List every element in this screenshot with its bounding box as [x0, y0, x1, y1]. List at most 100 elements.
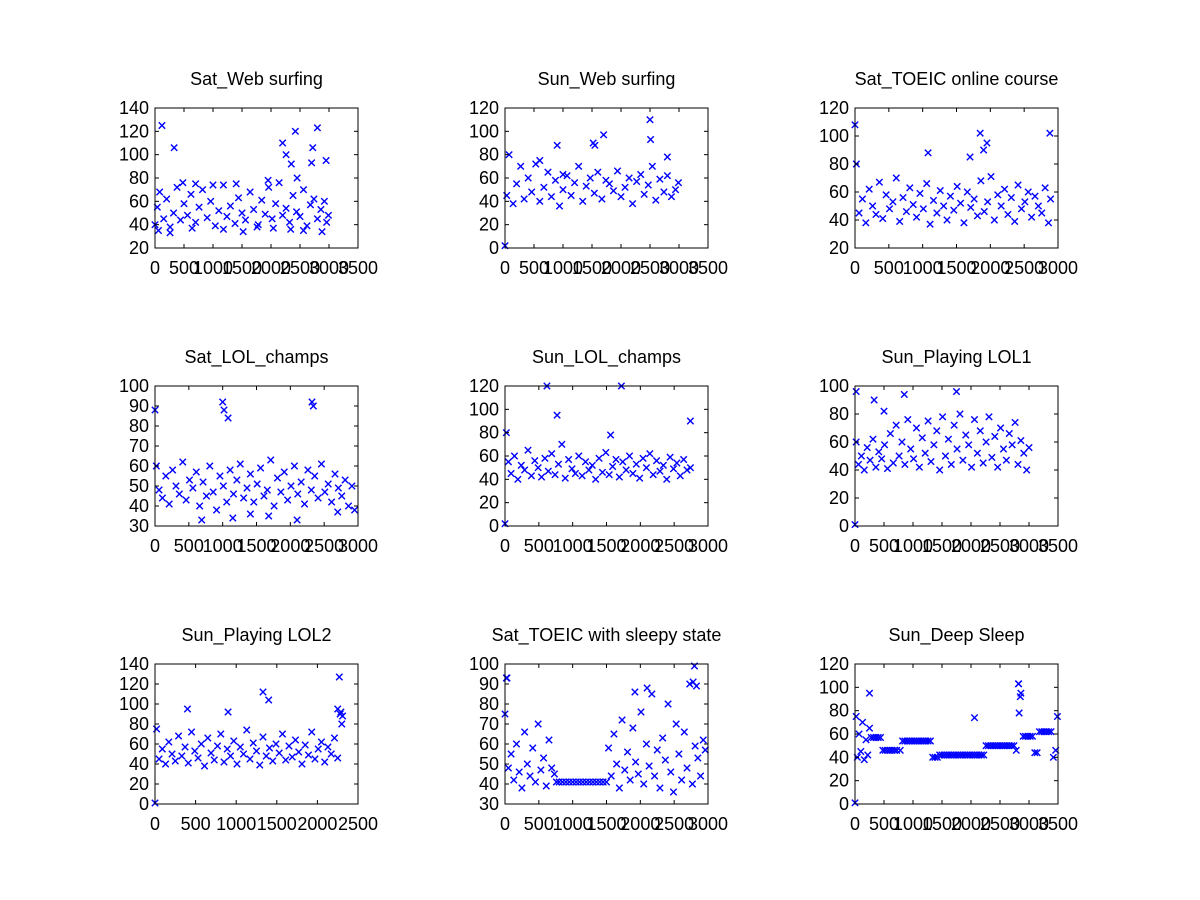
y-tick-label: 20 — [129, 238, 149, 258]
data-point — [293, 174, 301, 182]
data-point — [224, 414, 232, 422]
data-point — [520, 466, 529, 474]
data-points — [851, 121, 1055, 228]
plot-frame — [504, 385, 709, 527]
data-point — [953, 445, 961, 453]
y-tick-label: 100 — [119, 145, 149, 165]
data-point — [264, 512, 273, 520]
data-point — [207, 749, 215, 757]
y-tick-label: 40 — [129, 496, 149, 516]
y-tick-label: 90 — [129, 396, 149, 416]
data-point — [970, 415, 979, 424]
data-point — [612, 455, 620, 464]
data-point — [558, 778, 567, 786]
y-tick-label: 40 — [129, 215, 149, 235]
plot-frame — [504, 663, 709, 805]
x-tick-label: 2500 — [280, 258, 320, 278]
data-point — [510, 452, 519, 460]
data-point — [1026, 732, 1034, 741]
data-point — [246, 510, 255, 518]
data-points — [501, 662, 709, 796]
data-point — [675, 750, 683, 758]
x-tick-label: 3500 — [688, 258, 728, 278]
data-point — [215, 206, 223, 215]
data-point — [676, 472, 684, 480]
data-point — [264, 183, 273, 192]
data-point — [640, 780, 648, 788]
data-point — [256, 761, 264, 769]
data-point — [253, 223, 261, 231]
y-tick-label: 20 — [129, 774, 149, 794]
data-point — [1033, 748, 1041, 757]
data-point — [591, 141, 599, 150]
x-tick-label: 2500 — [654, 814, 694, 834]
data-point — [918, 434, 926, 442]
data-point — [876, 733, 885, 742]
data-point — [520, 728, 529, 736]
data-point — [645, 762, 653, 770]
data-point — [504, 764, 513, 772]
x-tick-label: 2000 — [951, 814, 991, 834]
data-point — [673, 459, 681, 467]
data-point — [275, 749, 283, 757]
data-points — [851, 680, 1062, 807]
data-point — [165, 500, 173, 508]
data-point — [213, 742, 222, 750]
x-tick-label: 500 — [524, 814, 554, 834]
data-point — [229, 514, 237, 522]
data-point — [977, 751, 986, 759]
data-point — [648, 162, 657, 171]
data-point — [344, 502, 353, 510]
data-point — [542, 782, 550, 790]
data-point — [621, 183, 629, 192]
data-point — [269, 224, 278, 232]
y-tick-label: 100 — [119, 694, 149, 714]
x-tick-label: 3500 — [1038, 814, 1078, 834]
y-tick-label: 40 — [829, 747, 849, 767]
subplot-title: Sun_Web surfing — [538, 69, 676, 90]
y-tick-label: 100 — [469, 399, 499, 419]
data-point — [632, 177, 641, 186]
y-tick-label: 80 — [129, 416, 149, 436]
data-point — [967, 203, 975, 212]
data-point — [282, 204, 290, 213]
data-point — [185, 476, 194, 484]
y-tick-label: 80 — [829, 404, 849, 424]
data-point — [264, 176, 272, 185]
data-point — [994, 191, 1002, 199]
data-point — [659, 461, 668, 470]
y-tick-label: 100 — [469, 121, 499, 141]
data-point — [976, 427, 984, 435]
data-point — [872, 210, 880, 219]
data-point — [926, 737, 935, 745]
data-point — [652, 196, 660, 204]
data-point — [296, 212, 304, 221]
data-point — [260, 492, 268, 500]
data-point — [935, 466, 944, 474]
data-points — [151, 121, 333, 237]
data-point — [1010, 741, 1018, 750]
data-point — [1020, 449, 1028, 457]
data-point — [919, 205, 928, 213]
data-point — [882, 191, 890, 199]
data-point — [277, 488, 285, 496]
data-point — [216, 472, 224, 480]
data-point — [608, 462, 617, 471]
data-point — [594, 168, 602, 176]
data-point — [623, 748, 632, 756]
data-point — [1012, 746, 1020, 755]
data-point — [259, 688, 267, 696]
data-point — [879, 214, 887, 223]
data-point — [866, 456, 874, 464]
data-point — [625, 174, 633, 182]
x-tick-label: 1000 — [203, 536, 243, 556]
data-point — [553, 411, 561, 419]
data-point — [680, 728, 689, 736]
data-points — [851, 387, 1033, 529]
data-point — [650, 772, 659, 780]
data-point — [632, 460, 640, 468]
data-point — [246, 755, 254, 763]
data-point — [547, 764, 556, 772]
